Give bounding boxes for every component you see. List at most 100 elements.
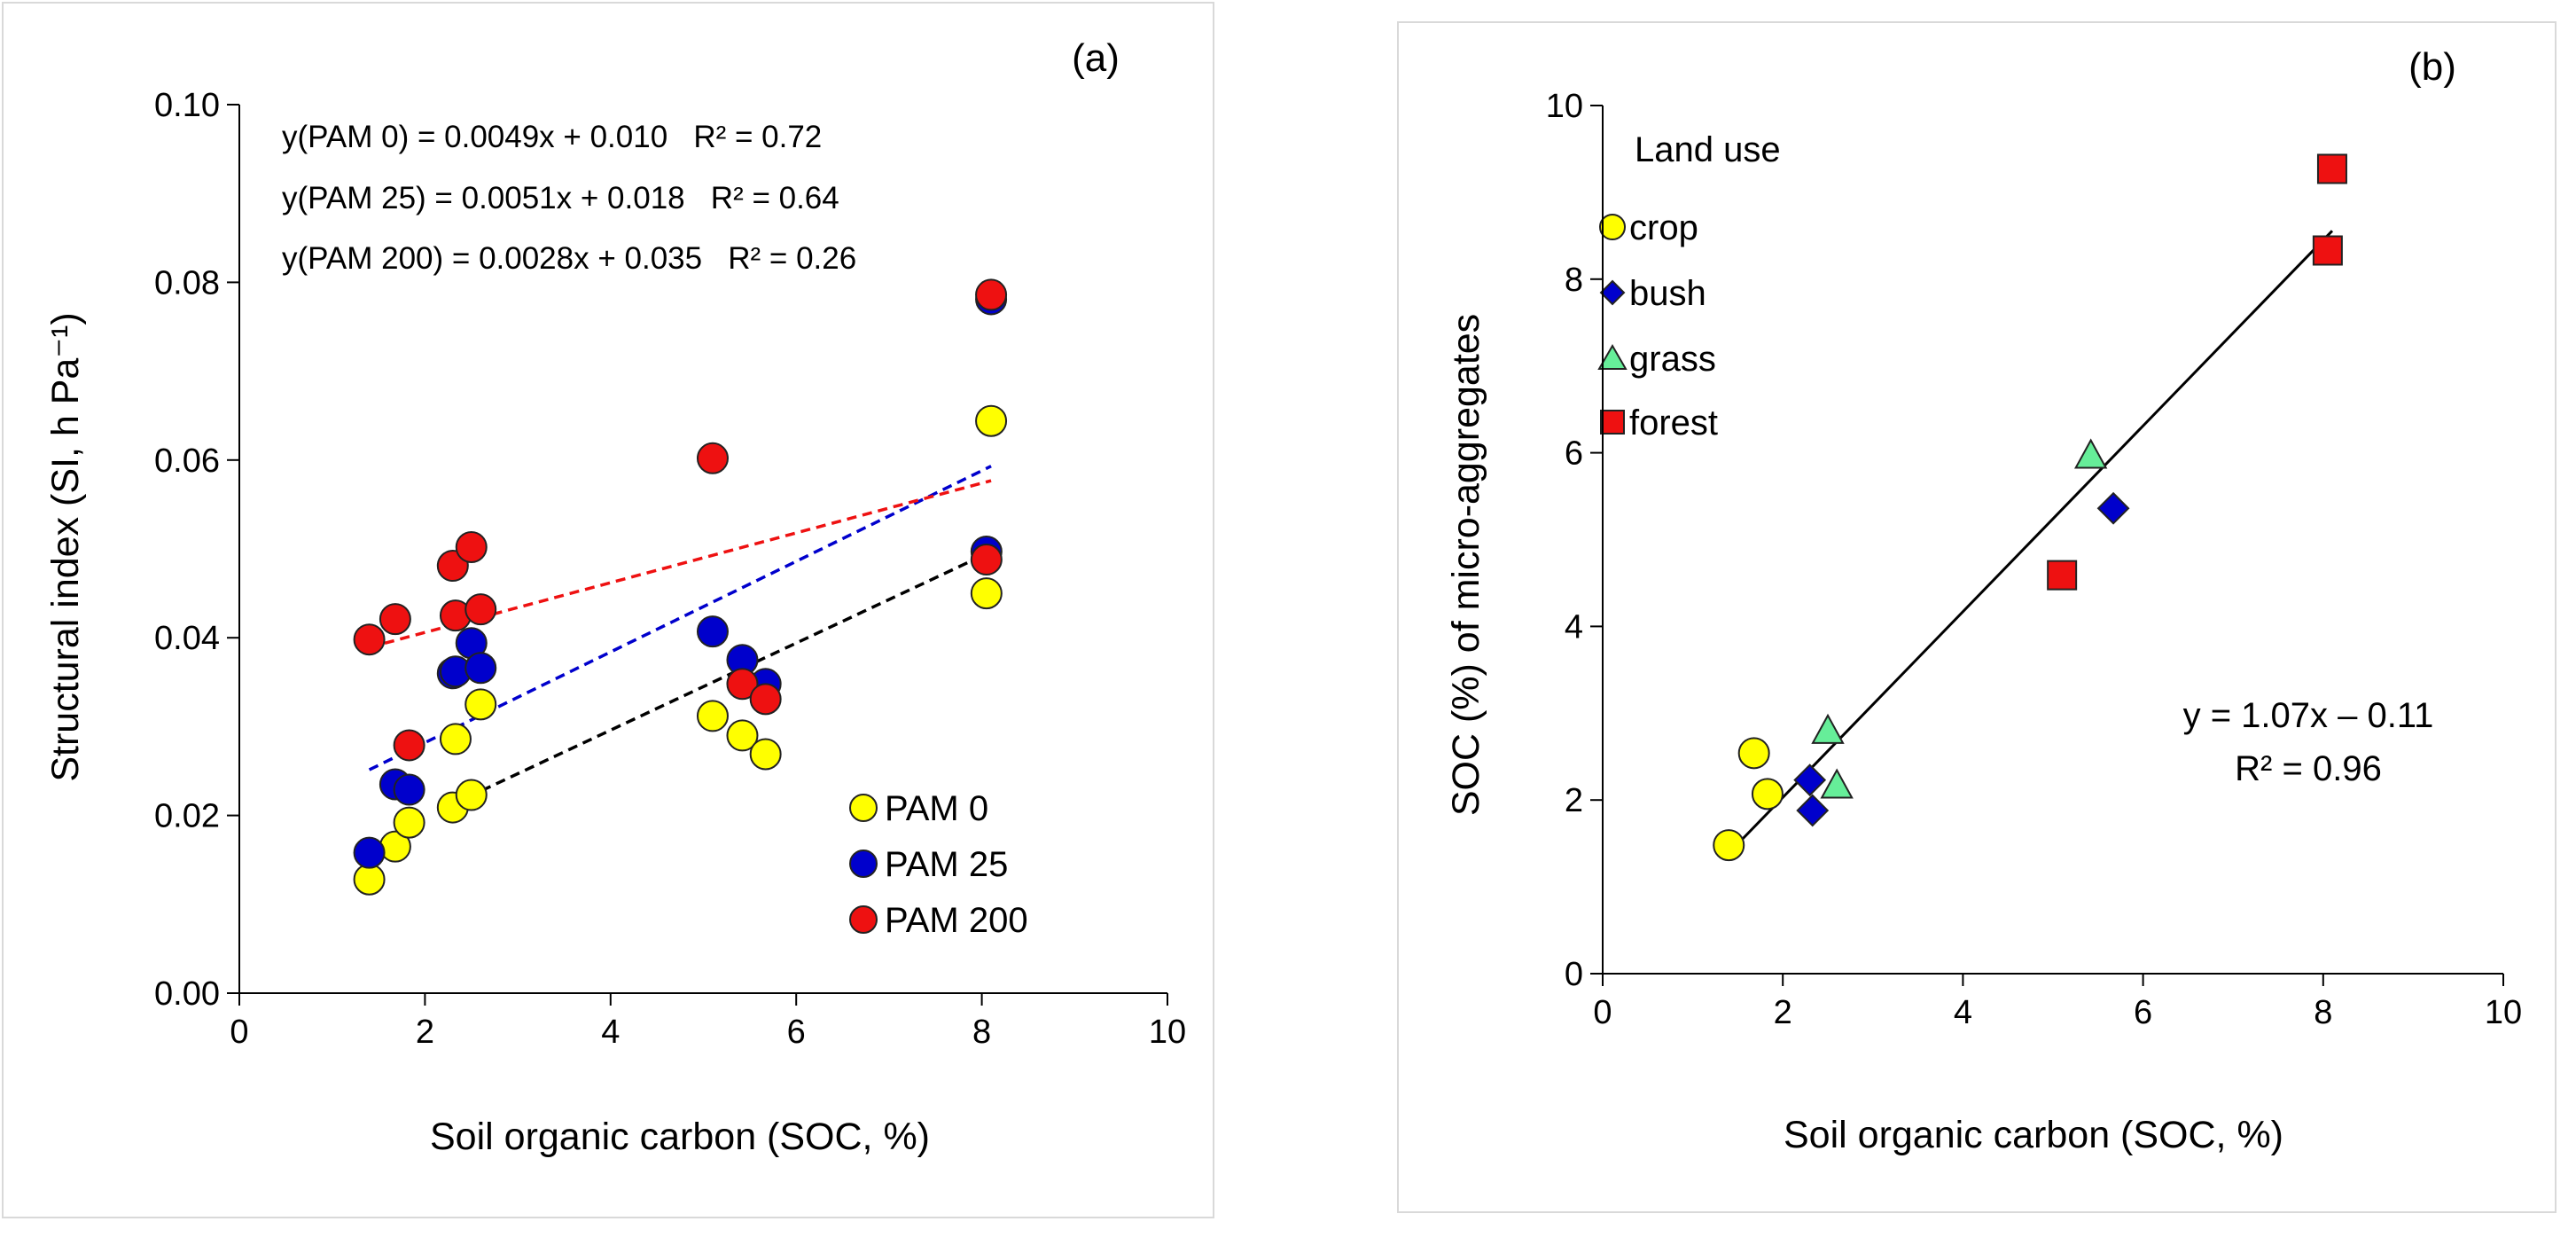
point-pam-25-0 xyxy=(353,836,386,869)
legend: PAM 0 PAM 25 PAM 200 xyxy=(849,789,1028,940)
series-pam-200 xyxy=(353,278,1008,762)
y-tick-label-2: 2 xyxy=(1565,782,1583,819)
series-crop xyxy=(1713,737,1784,862)
point-forest-2 xyxy=(2316,153,2347,184)
point-grass-0 xyxy=(1811,713,1845,744)
trendline xyxy=(1728,230,2334,855)
chart-a-svg: (a) y(PAM 0) = 0.0049x + 0.010 R² = 0.72… xyxy=(44,36,1186,1158)
trendline-r-squared: R² = 0.96 xyxy=(2235,749,2382,788)
point-crop-2 xyxy=(1751,778,1784,810)
x-tick-label-0: 0 xyxy=(1593,994,1612,1031)
point-pam-0-11 xyxy=(975,404,1008,437)
point-pam-200-1 xyxy=(379,603,411,636)
y-axis-label: Structural index (SI, h Pa⁻¹) xyxy=(44,312,87,781)
legend-title: Land use xyxy=(1635,130,1781,169)
legend-marker-crop xyxy=(1599,214,1626,240)
legend-label-bush: bush xyxy=(1629,274,1706,313)
equation-pam25: y(PAM 25) = 0.0051x + 0.018 R² = 0.64 xyxy=(282,181,839,215)
point-bush-1 xyxy=(1796,794,1830,827)
point-forest-1 xyxy=(2312,235,2343,266)
equation-pam200: y(PAM 200) = 0.0028x + 0.035 R² = 0.26 xyxy=(282,241,856,276)
point-crop-0 xyxy=(1713,829,1745,862)
legend-label-pam0: PAM 0 xyxy=(885,789,988,828)
legend-marker-pam200 xyxy=(849,905,878,934)
y-tick-label-8: 8 xyxy=(1565,262,1583,299)
legend-label-forest: forest xyxy=(1629,403,1718,442)
panel-a: (a) y(PAM 0) = 0.0049x + 0.010 R² = 0.72… xyxy=(2,2,1214,1218)
y-tick-label-0-10: 0.10 xyxy=(154,87,220,124)
legend-marker-forest xyxy=(1600,410,1625,435)
legend: crop bush grass forest xyxy=(1597,208,1718,442)
legend-marker-pam0 xyxy=(849,794,878,822)
trendline-pam-0 xyxy=(452,550,992,806)
x-tick-label-2: 2 xyxy=(416,1014,434,1051)
point-pam-25-2 xyxy=(393,773,425,806)
point-pam-0-4 xyxy=(439,723,472,756)
y-tick-label-0: 0 xyxy=(1565,956,1583,993)
x-tick-label-4: 4 xyxy=(1954,994,1972,1031)
point-grass-2 xyxy=(2073,438,2108,469)
series-pam-25 xyxy=(353,283,1008,869)
trendline-pam-25 xyxy=(368,465,992,771)
y-tick-label-10: 10 xyxy=(1546,88,1583,125)
point-pam-0-2 xyxy=(393,806,425,839)
x-tick-label-6: 6 xyxy=(787,1014,806,1051)
legend-marker-pam25 xyxy=(849,850,878,878)
y-tick-label-6: 6 xyxy=(1565,435,1583,473)
point-pam-200-7 xyxy=(696,442,729,474)
point-pam-0-6 xyxy=(464,688,497,721)
series-pam-0 xyxy=(353,404,1008,896)
y-tick-label-0-00: 0.00 xyxy=(154,975,220,1013)
point-pam-200-2 xyxy=(393,729,425,762)
point-pam-0-9 xyxy=(749,738,782,771)
equation-pam0: y(PAM 0) = 0.0049x + 0.010 R² = 0.72 xyxy=(282,120,822,154)
point-bush-2 xyxy=(2096,491,2130,525)
legend-label-grass: grass xyxy=(1629,340,1716,379)
y-tick-label-4: 4 xyxy=(1565,608,1583,646)
x-tick-label-10: 10 xyxy=(2485,994,2522,1031)
trendline-equation: y = 1.07x – 0.11 xyxy=(2183,696,2434,735)
point-forest-0 xyxy=(2047,560,2078,591)
point-pam-200-5 xyxy=(455,530,488,563)
point-pam-200-10 xyxy=(970,544,1003,576)
point-bush-0 xyxy=(1793,763,1827,797)
point-pam-0-5 xyxy=(455,779,488,811)
panel-b: (b) Soil organic carbon (SOC, %) SOC (%)… xyxy=(1397,21,2556,1213)
trendline-pam-200 xyxy=(369,479,992,649)
x-axis-label: Soil organic carbon (SOC, %) xyxy=(430,1116,930,1158)
y-tick-label-0-08: 0.08 xyxy=(154,264,220,301)
x-tick-label-8: 8 xyxy=(972,1014,991,1051)
point-pam-0-0 xyxy=(353,863,386,896)
x-tick-label-6: 6 xyxy=(2134,994,2152,1031)
legend-marker-bush xyxy=(1599,279,1626,306)
legend-label-pam200: PAM 200 xyxy=(885,901,1028,940)
x-tick-label-10: 10 xyxy=(1149,1014,1186,1051)
y-tick-label-0-06: 0.06 xyxy=(154,442,220,480)
y-axis-label: SOC (%) of micro-aggregates xyxy=(1445,314,1487,816)
point-pam-25-6 xyxy=(464,652,497,685)
y-tick-label-0-02: 0.02 xyxy=(154,798,220,835)
point-crop-1 xyxy=(1737,737,1770,770)
legend-label-pam25: PAM 25 xyxy=(885,845,1008,884)
y-tick-label-0-04: 0.04 xyxy=(154,620,220,657)
series-bush xyxy=(1793,491,2130,827)
x-tick-label-8: 8 xyxy=(2314,994,2332,1031)
point-pam-200-6 xyxy=(464,593,497,626)
legend-label-crop: crop xyxy=(1629,208,1698,247)
series-grass xyxy=(1811,438,2108,799)
point-pam-0-8 xyxy=(726,719,759,752)
point-pam-25-7 xyxy=(696,615,729,648)
point-grass-1 xyxy=(1820,768,1854,799)
x-tick-label-2: 2 xyxy=(1774,994,1792,1031)
panel-a-label: (a) xyxy=(1072,36,1120,80)
x-tick-label-4: 4 xyxy=(601,1014,620,1051)
point-pam-0-7 xyxy=(696,700,729,732)
point-pam-200-8 xyxy=(726,668,759,701)
trendlines xyxy=(368,465,992,806)
x-axis-label: Soil organic carbon (SOC, %) xyxy=(1784,1114,2283,1156)
panel-b-label: (b) xyxy=(2408,45,2456,89)
point-pam-0-10 xyxy=(970,577,1003,610)
point-pam-200-0 xyxy=(353,623,386,656)
legend-marker-grass xyxy=(1597,343,1628,370)
point-pam-200-11 xyxy=(975,278,1008,311)
